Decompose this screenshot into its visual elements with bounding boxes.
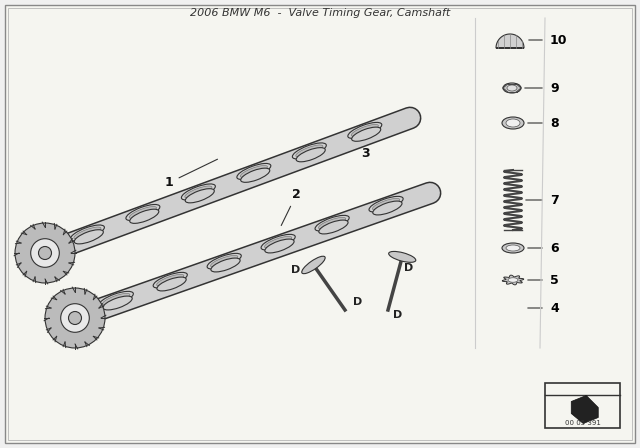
Ellipse shape — [261, 234, 295, 250]
Ellipse shape — [99, 291, 133, 307]
Text: 10: 10 — [550, 34, 568, 47]
Ellipse shape — [507, 85, 517, 91]
Ellipse shape — [185, 186, 212, 198]
Ellipse shape — [502, 243, 524, 253]
Text: 1: 1 — [165, 159, 218, 189]
Ellipse shape — [102, 293, 130, 305]
Ellipse shape — [372, 201, 402, 215]
Ellipse shape — [129, 207, 156, 219]
Ellipse shape — [296, 148, 325, 162]
Ellipse shape — [506, 245, 520, 251]
Bar — [545, 383, 620, 428]
Ellipse shape — [126, 204, 160, 220]
Ellipse shape — [506, 119, 520, 127]
Ellipse shape — [237, 164, 271, 180]
Ellipse shape — [319, 220, 348, 234]
Ellipse shape — [181, 184, 215, 200]
Ellipse shape — [70, 225, 104, 241]
Polygon shape — [496, 34, 524, 48]
Ellipse shape — [211, 255, 238, 267]
Ellipse shape — [185, 189, 214, 203]
Ellipse shape — [296, 145, 323, 157]
Ellipse shape — [103, 296, 132, 310]
Ellipse shape — [315, 215, 349, 231]
Ellipse shape — [241, 168, 270, 182]
Text: 3: 3 — [361, 146, 369, 159]
Ellipse shape — [348, 122, 382, 138]
Ellipse shape — [153, 272, 188, 288]
Ellipse shape — [207, 254, 241, 269]
Ellipse shape — [130, 209, 159, 224]
Circle shape — [68, 311, 81, 324]
Circle shape — [45, 288, 105, 348]
Text: 9: 9 — [550, 82, 559, 95]
Circle shape — [15, 223, 75, 283]
Ellipse shape — [503, 83, 521, 93]
Text: D: D — [404, 263, 413, 273]
Ellipse shape — [74, 230, 103, 244]
Ellipse shape — [502, 117, 524, 129]
Ellipse shape — [351, 127, 381, 141]
Circle shape — [38, 246, 51, 259]
Ellipse shape — [157, 274, 184, 286]
Text: 7: 7 — [550, 194, 559, 207]
Text: 8: 8 — [550, 116, 559, 129]
Polygon shape — [508, 278, 518, 282]
Ellipse shape — [292, 143, 326, 159]
Ellipse shape — [372, 198, 400, 210]
Ellipse shape — [369, 196, 403, 212]
Ellipse shape — [388, 251, 416, 263]
Ellipse shape — [301, 256, 325, 274]
Polygon shape — [572, 396, 598, 423]
Text: D: D — [393, 310, 403, 320]
Text: D: D — [353, 297, 362, 307]
Ellipse shape — [351, 125, 378, 137]
Ellipse shape — [264, 237, 292, 248]
Text: 2006 BMW M6  -  Valve Timing Gear, Camshaft: 2006 BMW M6 - Valve Timing Gear, Camshaf… — [190, 8, 450, 18]
Text: 2: 2 — [281, 188, 301, 225]
Polygon shape — [502, 275, 524, 285]
Ellipse shape — [265, 239, 294, 253]
Text: 6: 6 — [550, 241, 559, 254]
Ellipse shape — [240, 165, 268, 177]
Text: D: D — [291, 265, 301, 275]
Text: 4: 4 — [550, 302, 559, 314]
Circle shape — [61, 304, 90, 332]
Text: 00 05 391: 00 05 391 — [564, 420, 600, 426]
Text: 5: 5 — [550, 273, 559, 287]
Ellipse shape — [211, 258, 240, 272]
Ellipse shape — [319, 217, 346, 229]
Ellipse shape — [74, 227, 101, 239]
Ellipse shape — [157, 277, 186, 291]
Circle shape — [31, 239, 60, 267]
